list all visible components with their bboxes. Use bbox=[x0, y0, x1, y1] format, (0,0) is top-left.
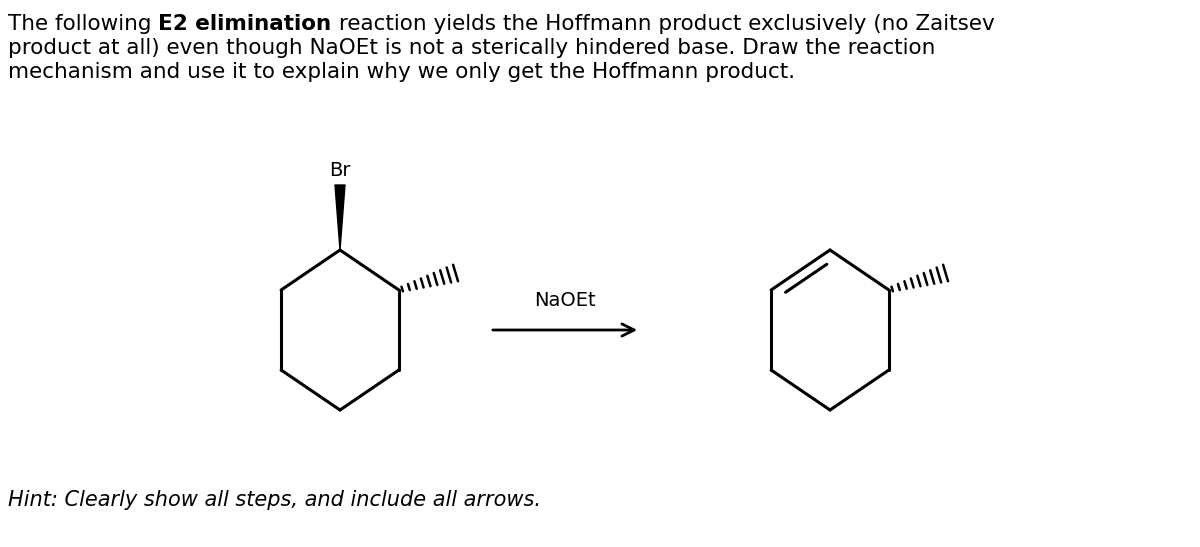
Text: The following: The following bbox=[8, 14, 158, 34]
Text: product at all) even though NaOEt is not a sterically hindered base. Draw the re: product at all) even though NaOEt is not… bbox=[8, 38, 935, 58]
Text: Hint: Clearly show all steps, and include all arrows.: Hint: Clearly show all steps, and includ… bbox=[8, 490, 541, 510]
Text: reaction yields the Hoffmann product exclusively (no Zaitsev: reaction yields the Hoffmann product exc… bbox=[331, 14, 995, 34]
Text: Br: Br bbox=[329, 161, 350, 180]
Text: mechanism and use it to explain why we only get the Hoffmann product.: mechanism and use it to explain why we o… bbox=[8, 62, 796, 82]
Polygon shape bbox=[335, 185, 346, 250]
Text: E2 elimination: E2 elimination bbox=[158, 14, 331, 34]
Text: NaOEt: NaOEt bbox=[534, 291, 596, 310]
